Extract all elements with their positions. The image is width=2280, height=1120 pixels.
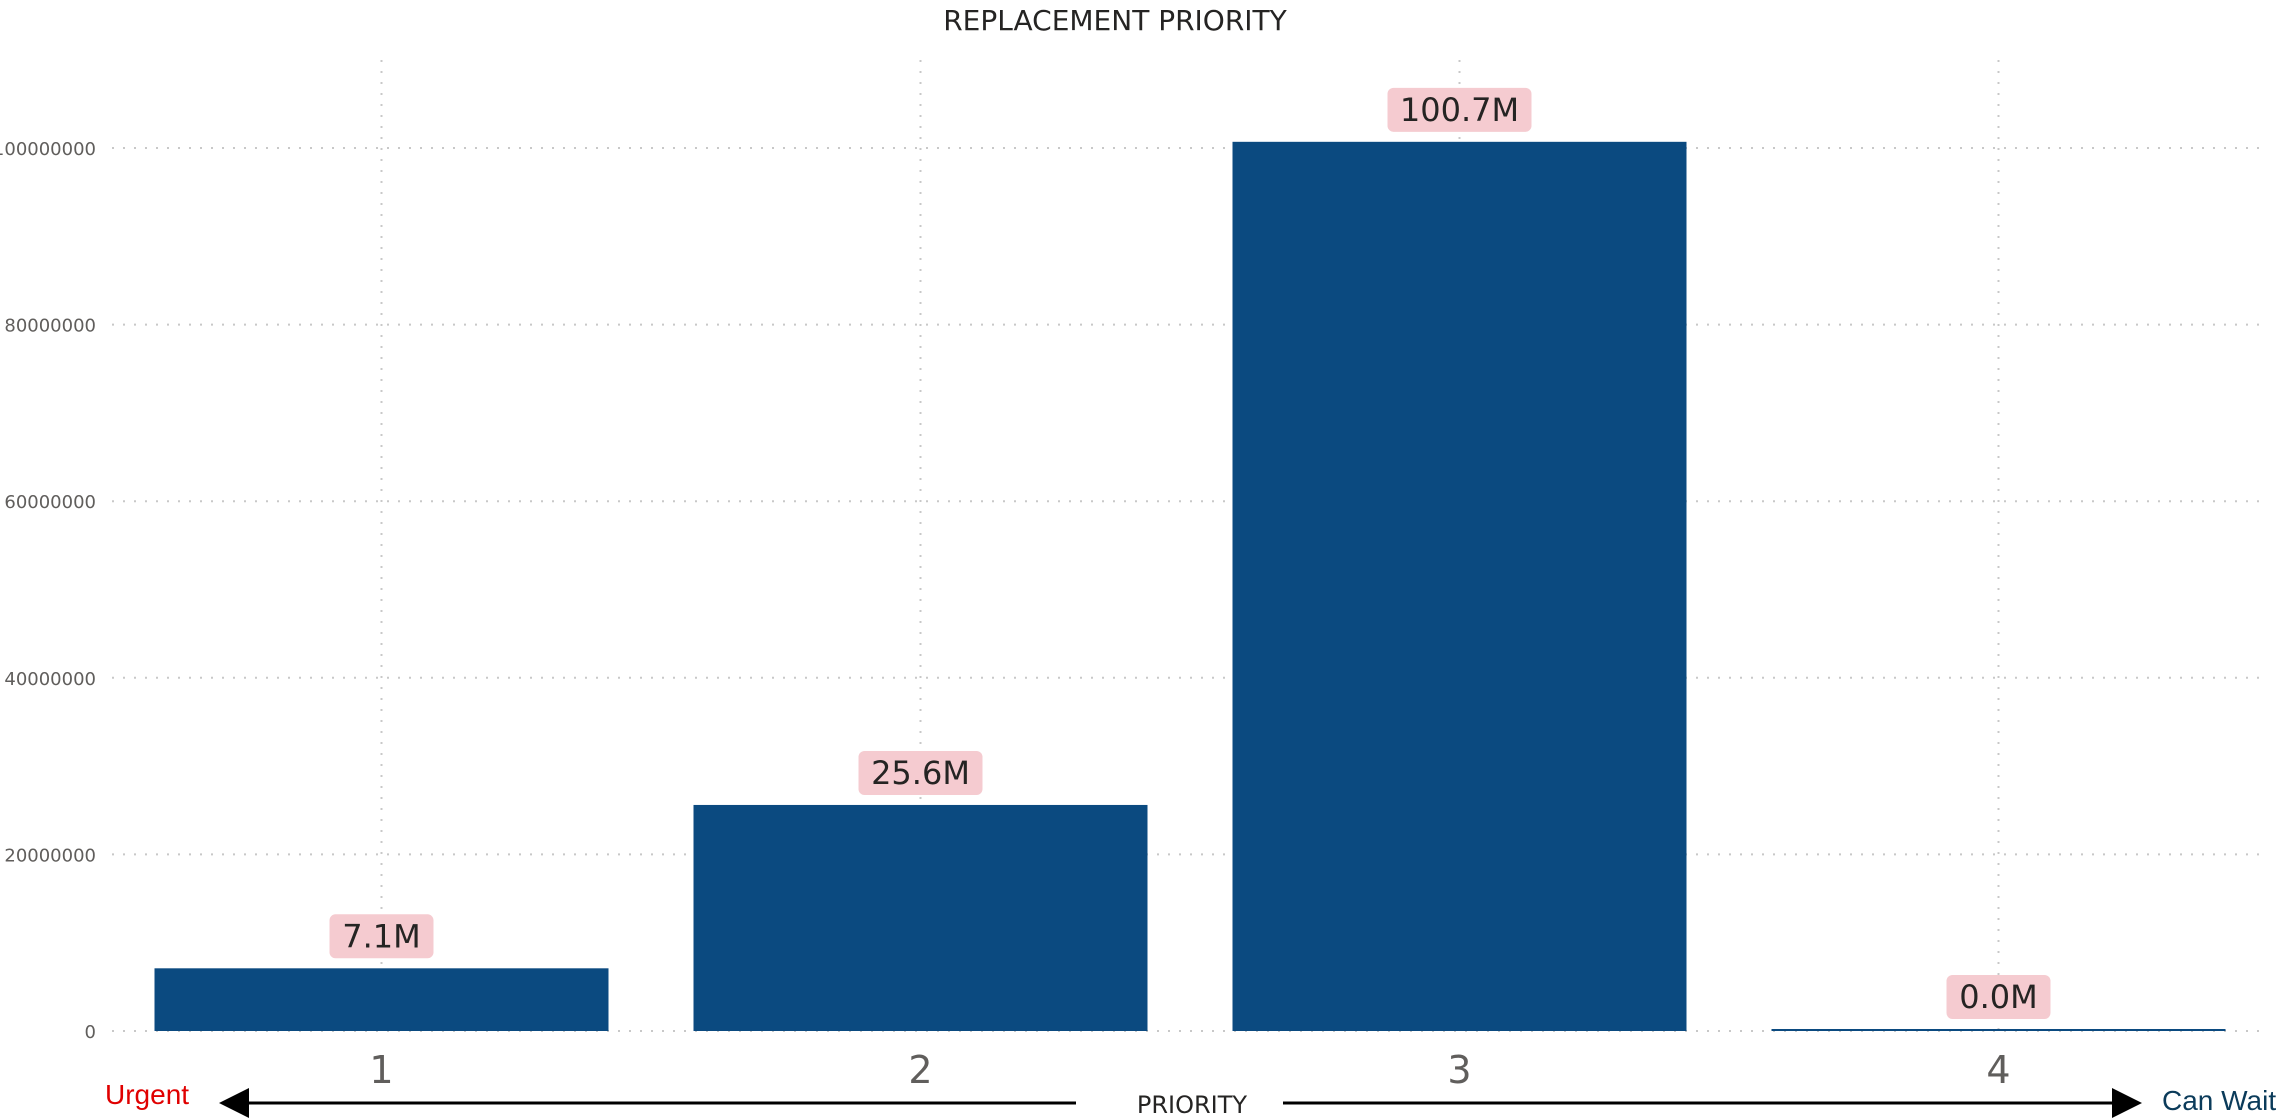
data-labels-layer: 7.1M 25.6M 100.7M 0.0M <box>329 87 2051 1019</box>
data-label: 25.6M <box>871 754 970 792</box>
x-tick-label: 2 <box>908 1048 932 1092</box>
y-tick-label: 80000000 <box>4 316 96 337</box>
data-label-bg <box>1387 87 1532 132</box>
data-label: 7.1M <box>342 917 421 955</box>
x-axis-ticks: 1 2 3 4 <box>369 1048 2010 1092</box>
x-tick-label: 1 <box>369 1048 393 1092</box>
bar-1[interactable] <box>154 968 609 1031</box>
data-label-bg <box>858 750 983 795</box>
data-label-bg <box>1946 975 2051 1019</box>
y-tick-label: 40000000 <box>4 669 96 690</box>
y-tick-label: 20000000 <box>4 845 96 866</box>
x-axis-label: PRIORITY <box>1137 1091 1248 1119</box>
y-tick-label: 60000000 <box>4 492 96 513</box>
y-axis-ticks: 0 20000000 40000000 60000000 80000000 1000000… <box>0 139 96 1043</box>
x-tick-label: 4 <box>1986 1048 2010 1092</box>
x-tick-label: 3 <box>1447 1048 1471 1092</box>
grid-layer <box>112 60 2268 1032</box>
data-label-bg <box>329 914 434 959</box>
y-tick-label: 100000000 <box>0 139 96 160</box>
bars-layer <box>154 141 2226 1032</box>
data-label: 100.7M <box>1400 91 1519 129</box>
data-label: 0.0M <box>1959 978 2038 1016</box>
urgent-annotation: Urgent <box>105 1079 189 1110</box>
chart-title: REPLACEMENT PRIORITY <box>943 4 1287 37</box>
can-wait-annotation: Can Wait <box>2162 1085 2276 1116</box>
y-tick-label: 0 <box>85 1022 96 1043</box>
bar-4[interactable] <box>1771 1029 2226 1031</box>
bar-3[interactable] <box>1232 141 1687 1032</box>
bar-2[interactable] <box>693 804 1148 1031</box>
